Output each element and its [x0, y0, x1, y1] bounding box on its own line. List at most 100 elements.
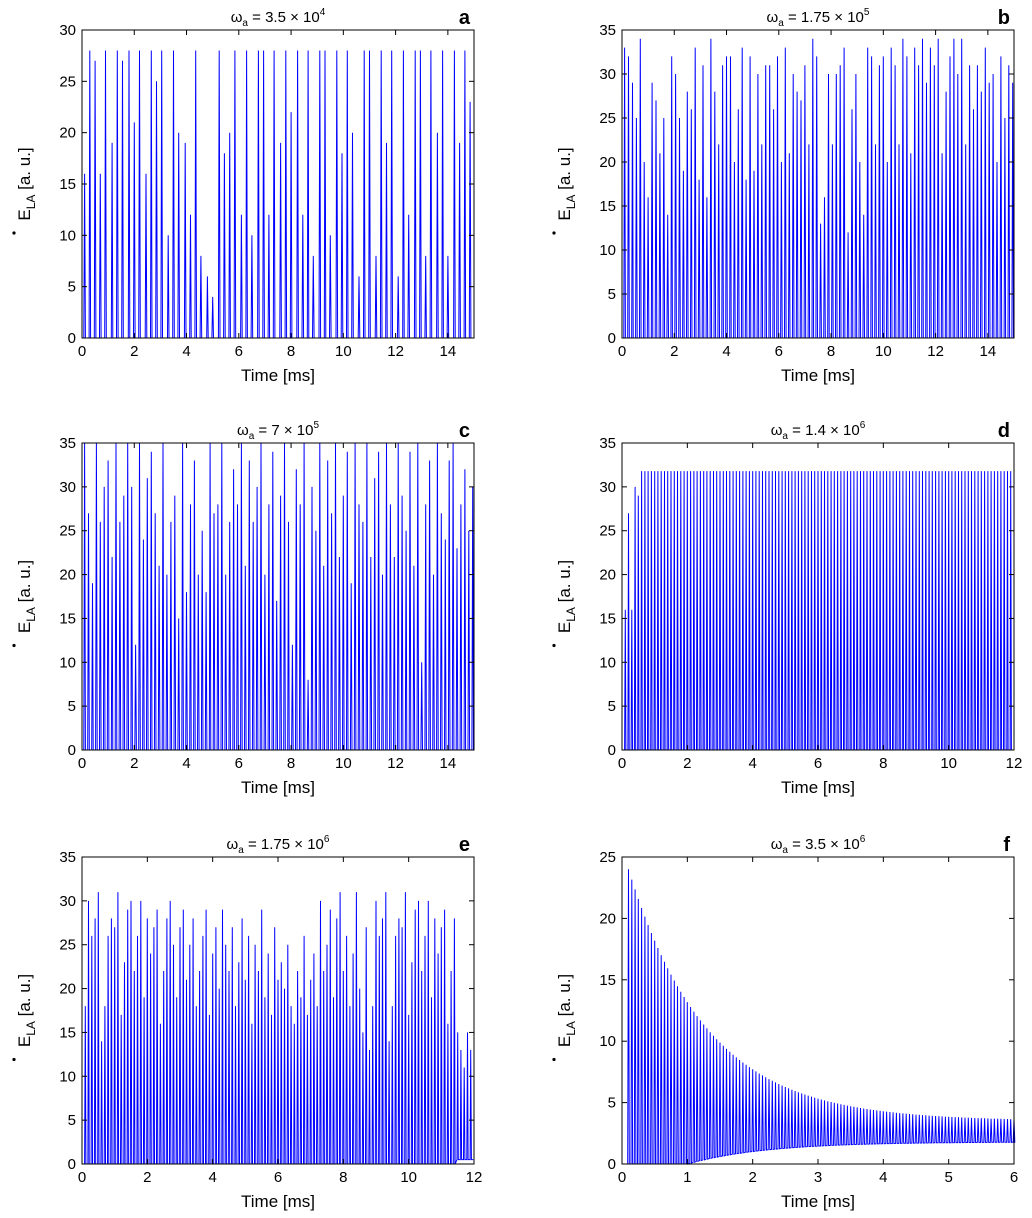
- y-tick-label: 5: [608, 286, 616, 303]
- title-equation: = 3.5 × 10: [788, 836, 860, 853]
- x-axis-label: Time [ms]: [241, 366, 315, 385]
- y-tick-label: 15: [599, 972, 616, 989]
- title-symbol: ω: [231, 9, 243, 26]
- x-tick-label: 4: [208, 1169, 216, 1186]
- x-tick-label: 4: [879, 1169, 887, 1186]
- x-tick-label: 3: [814, 1169, 822, 1186]
- x-tick-label: 10: [400, 1169, 417, 1186]
- title-superscript: 5: [864, 7, 870, 18]
- y-tick-label: 25: [599, 110, 616, 127]
- panel-letter: c: [459, 420, 470, 442]
- derivative-dot: [552, 1057, 556, 1062]
- axes-box: [621, 29, 1015, 339]
- y-tick-label: 10: [599, 654, 616, 671]
- x-tick-label: 10: [335, 755, 352, 772]
- y-tick-label: 0: [608, 742, 616, 759]
- y-tick-label: 35: [59, 435, 76, 452]
- series-line: [83, 50, 474, 339]
- y-label-subscript: LA: [24, 607, 38, 622]
- x-tick-label: 6: [274, 1169, 282, 1186]
- y-tick-label: 5: [608, 1095, 616, 1112]
- title-symbol: ω: [237, 422, 249, 439]
- x-tick-label: 4: [182, 343, 190, 360]
- x-axis-label: Time [ms]: [781, 1192, 855, 1211]
- x-tick-label: 2: [670, 343, 678, 360]
- x-tick-label: 10: [335, 343, 352, 360]
- y-label-symbol: E: [555, 622, 574, 633]
- title-subscript: a: [778, 18, 784, 29]
- title-subscript: a: [782, 431, 788, 442]
- x-tick-label: 14: [980, 343, 997, 360]
- y-label-symbol: E: [15, 209, 34, 220]
- y-tick-label: 5: [68, 698, 76, 715]
- derivative-dot: [12, 643, 16, 648]
- y-tick-label: 35: [599, 435, 616, 452]
- x-tick-label: 5: [944, 1169, 952, 1186]
- y-label-symbol: E: [15, 1036, 34, 1047]
- derivative-dot: [12, 1057, 16, 1062]
- y-tick-label: 30: [599, 479, 616, 496]
- y-tick-label: 30: [59, 893, 76, 910]
- x-tick-label: 6: [775, 343, 783, 360]
- y-label-symbol: E: [555, 1036, 574, 1047]
- y-tick-label: 30: [59, 479, 76, 496]
- y-axis-label: ELA [a. u.]: [555, 974, 578, 1047]
- x-tick-label: 12: [387, 343, 404, 360]
- y-label-subscript: LA: [564, 607, 578, 622]
- derivative-dot: [552, 643, 556, 648]
- y-tick-label: 0: [608, 1156, 616, 1173]
- y-tick-label: 10: [59, 1068, 76, 1085]
- y-label-symbol: E: [555, 209, 574, 220]
- x-tick-label: 8: [287, 755, 295, 772]
- y-label-units: [a. u.]: [15, 560, 34, 607]
- series-line: [624, 471, 1014, 751]
- title-superscript: 6: [860, 420, 866, 431]
- derivative-dot: [552, 231, 556, 235]
- y-tick-label: 20: [599, 567, 616, 584]
- x-tick-label: 6: [235, 343, 243, 360]
- title-equation: = 3.5 × 10: [248, 9, 320, 26]
- y-label-units: [a. u.]: [555, 147, 574, 194]
- series-line: [627, 869, 1016, 1165]
- title-subscript: a: [238, 845, 244, 856]
- x-tick-label: 2: [130, 755, 138, 772]
- y-tick-label: 25: [59, 937, 76, 954]
- x-tick-label: 0: [78, 755, 86, 772]
- title-subscript: a: [782, 845, 788, 856]
- title-symbol: ω: [227, 836, 239, 853]
- y-tick-label: 35: [59, 849, 76, 866]
- y-tick-label: 10: [59, 654, 76, 671]
- x-tick-label: 0: [618, 755, 626, 772]
- y-tick-label: 25: [599, 523, 616, 540]
- x-axis-label: Time [ms]: [241, 1192, 315, 1211]
- x-tick-label: 0: [78, 343, 86, 360]
- panel-letter: a: [459, 7, 471, 29]
- y-label-units: [a. u.]: [15, 147, 34, 194]
- x-tick-label: 12: [466, 1169, 483, 1186]
- title-symbol: ω: [771, 422, 783, 439]
- y-label-units: [a. u.]: [15, 974, 34, 1021]
- series-line: [83, 442, 475, 751]
- title-equation: = 1.75 × 10: [244, 836, 324, 853]
- title-equation: = 7 × 10: [254, 422, 313, 439]
- y-tick-label: 0: [68, 330, 76, 347]
- x-tick-label: 6: [814, 755, 822, 772]
- panel-letter: f: [1003, 834, 1010, 856]
- title-superscript: 4: [320, 7, 326, 18]
- title-symbol: ω: [771, 836, 783, 853]
- panel-letter: d: [998, 420, 1010, 442]
- x-tick-label: 0: [618, 343, 626, 360]
- y-tick-label: 25: [59, 73, 76, 90]
- x-tick-label: 8: [339, 1169, 347, 1186]
- y-tick-label: 15: [59, 610, 76, 627]
- y-label-subscript: LA: [564, 195, 578, 210]
- axes-box: [81, 442, 475, 751]
- y-tick-label: 20: [599, 154, 616, 171]
- y-tick-label: 20: [59, 125, 76, 142]
- y-axis-label: ELA [a. u.]: [555, 560, 578, 633]
- y-tick-label: 15: [59, 1024, 76, 1041]
- x-tick-label: 4: [748, 755, 756, 772]
- x-tick-label: 1: [683, 1169, 691, 1186]
